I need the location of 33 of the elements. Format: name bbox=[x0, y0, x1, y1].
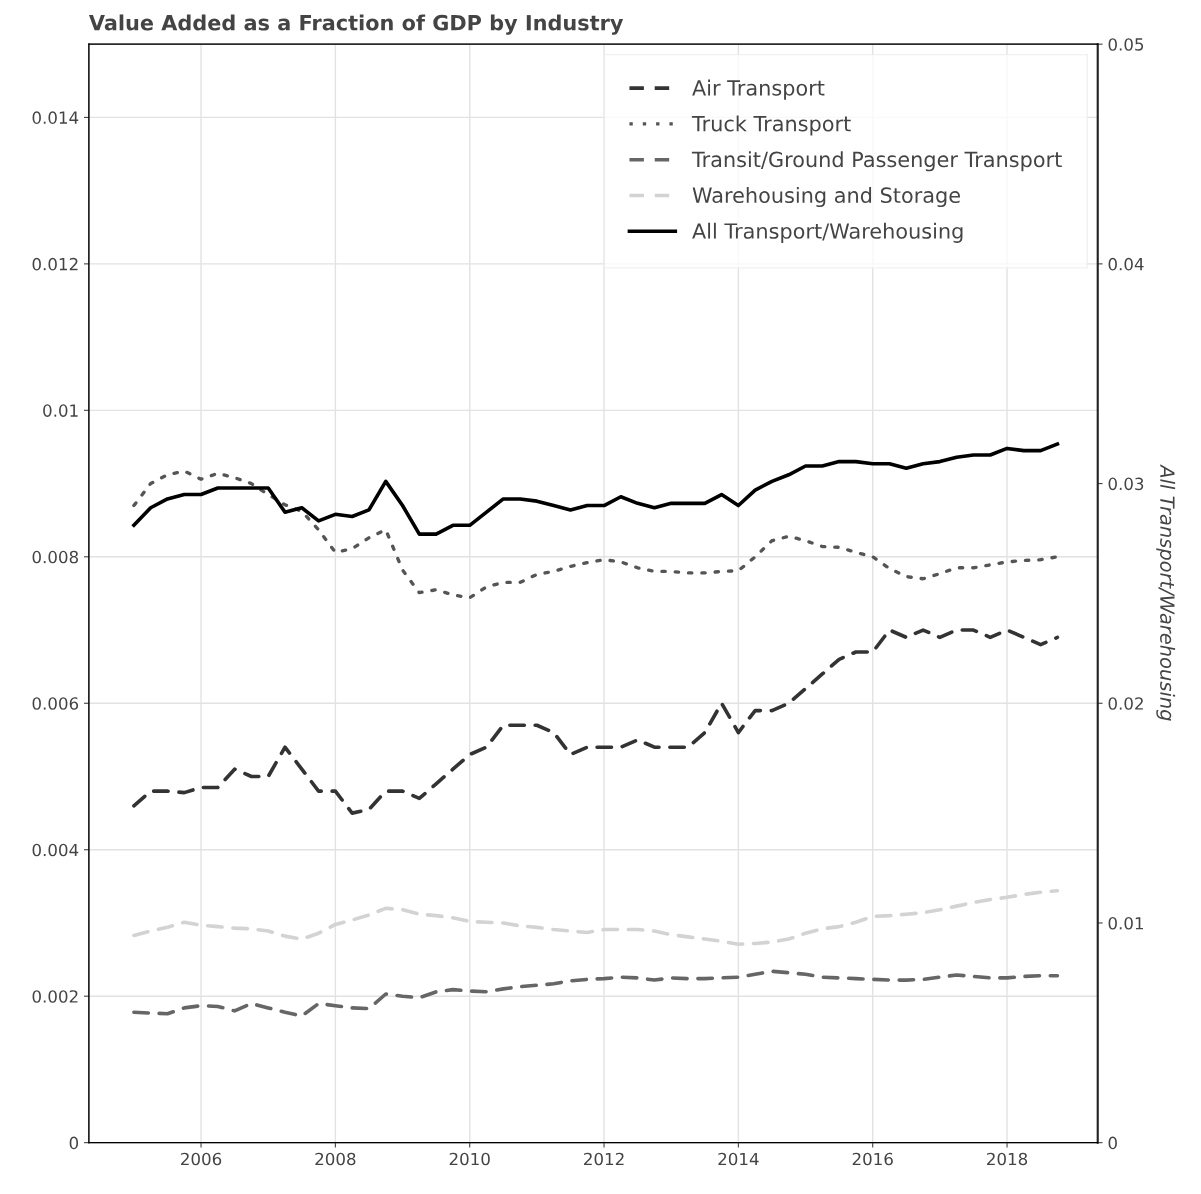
y-tick-label: 0.002 bbox=[32, 990, 78, 1003]
x-tick-label: 2014 bbox=[718, 1152, 759, 1166]
line-series bbox=[132, 888, 1060, 947]
legend-label: Truck Transport bbox=[691, 115, 851, 136]
x-tick-label: 2010 bbox=[449, 1152, 490, 1166]
line-series bbox=[132, 442, 1060, 536]
y-tick-label: 0.012 bbox=[32, 257, 78, 271]
legend-label: Air Transport bbox=[692, 79, 825, 100]
x-tick-label: 2016 bbox=[852, 1152, 893, 1166]
legend-label: All Transport/Warehousing bbox=[692, 222, 963, 243]
x-tick-label: 2006 bbox=[181, 1152, 222, 1166]
y2-tick-label: 0.05 bbox=[1108, 38, 1144, 51]
y-tick-label: 0.008 bbox=[32, 550, 79, 564]
line-series bbox=[132, 969, 1060, 1018]
x-tick-label: 2012 bbox=[584, 1152, 624, 1166]
y2-tick-label: 0.03 bbox=[1108, 477, 1144, 491]
x-tick-label: 2008 bbox=[315, 1152, 356, 1166]
y2-tick-label: 0 bbox=[1108, 1136, 1117, 1150]
x-tick-label: 2018 bbox=[987, 1152, 1028, 1166]
line-series bbox=[132, 469, 1060, 600]
y-tick-label: 0.014 bbox=[32, 111, 79, 124]
y-tick-label: 0.01 bbox=[43, 404, 78, 417]
chart-title: Value Added as a Fraction of GDP by Industry bbox=[88, 14, 624, 35]
y2-axis-title: All Transport/Warehousing bbox=[1156, 464, 1176, 721]
line-series bbox=[132, 628, 1060, 815]
y-tick-label: 0.006 bbox=[32, 697, 79, 710]
y2-tick-label: 0.02 bbox=[1108, 697, 1143, 710]
legend-label: Warehousing and Storage bbox=[692, 186, 960, 208]
y-tick-label: 0.004 bbox=[32, 843, 79, 857]
legend-label: Transit/Ground Passenger Transport bbox=[691, 151, 1062, 172]
y2-tick-label: 0.04 bbox=[1108, 257, 1144, 271]
y-tick-label: 0 bbox=[69, 1136, 79, 1150]
y2-tick-label: 0.01 bbox=[1108, 916, 1144, 930]
